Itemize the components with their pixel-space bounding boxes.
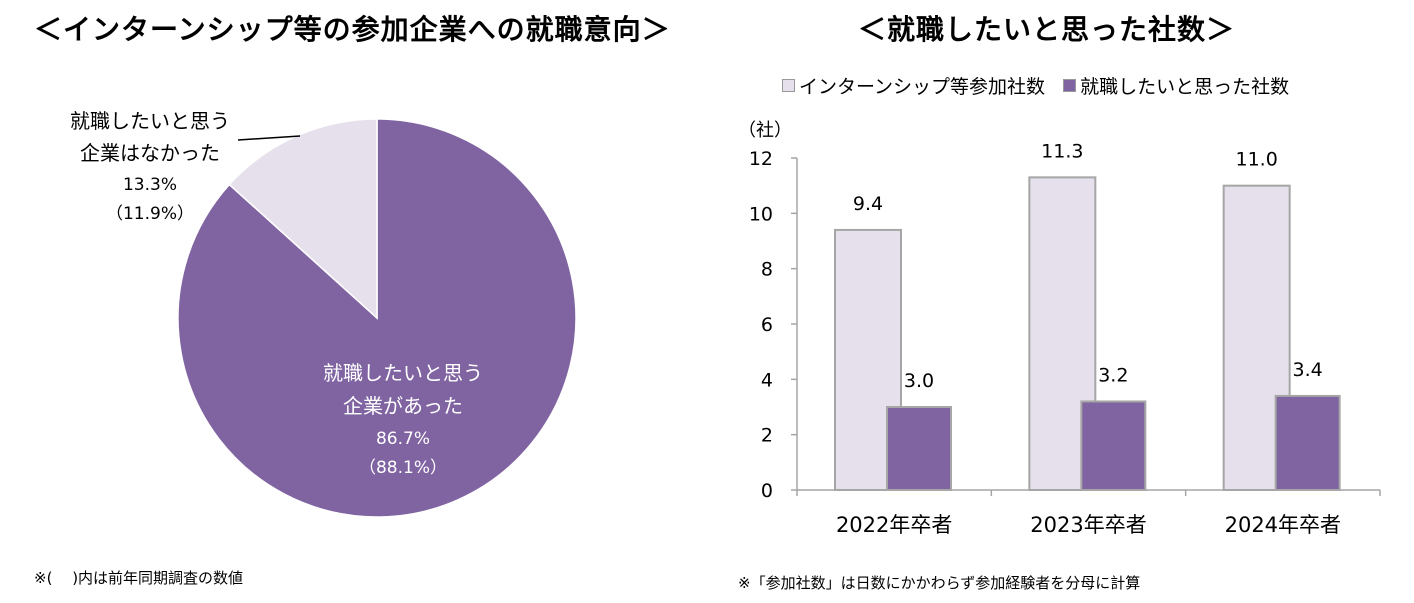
x-tick-label: 2022年卒者 bbox=[836, 513, 952, 537]
x-tick-label: 2023年卒者 bbox=[1030, 513, 1146, 537]
pie-footnote: ※( )内は前年同期調査の数値 bbox=[34, 569, 244, 587]
bar-wanted bbox=[886, 406, 952, 491]
pie-value-yes: 86.7% bbox=[376, 429, 430, 449]
y-tick-label: 12 bbox=[749, 148, 773, 170]
pie-prev-no: （11.9%） bbox=[106, 204, 194, 224]
y-tick-label: 8 bbox=[761, 259, 773, 281]
bar-chart-legend: インターンシップ等参加社数 就職したいと思った社数 bbox=[782, 72, 1307, 99]
pie-label-yes-line1: 就職したいと思う bbox=[323, 361, 483, 385]
pie-leader-line bbox=[237, 135, 301, 141]
pie-label-no-line1: 就職したいと思う bbox=[70, 109, 230, 133]
pie-prev-yes: （88.1%） bbox=[359, 458, 447, 478]
data-label-participated: 9.4 bbox=[853, 193, 883, 215]
pie-chart-title: ＜インターンシップ等の参加企業への就職意向＞ bbox=[34, 13, 671, 46]
bar-wanted bbox=[1080, 400, 1147, 492]
legend-item-participated: インターンシップ等参加社数 bbox=[782, 72, 1045, 99]
legend-swatch-participated bbox=[782, 79, 795, 92]
legend-item-wanted: 就職したいと思った社数 bbox=[1063, 72, 1289, 99]
pie-label-no-line2: 企業はなかった bbox=[80, 141, 220, 165]
data-label-wanted: 3.4 bbox=[1293, 359, 1323, 381]
y-tick-label: 2 bbox=[761, 425, 773, 447]
legend-label-wanted: 就職したいと思った社数 bbox=[1080, 76, 1290, 98]
y-tick-label: 6 bbox=[761, 314, 773, 336]
bar-footnote: ※「参加社数」は日数にかかわらず参加経験者を分母に計算 bbox=[738, 574, 1141, 592]
y-tick-label: 10 bbox=[749, 203, 773, 225]
legend-label-participated: インターンシップ等参加社数 bbox=[799, 76, 1046, 98]
y-axis-label: （社） bbox=[738, 120, 792, 141]
pie-label-yes-line2: 企業があった bbox=[343, 394, 463, 418]
x-tick-label: 2024年卒者 bbox=[1225, 513, 1341, 537]
bar-chart-title: ＜就職したいと思った社数＞ bbox=[858, 13, 1236, 46]
data-label-wanted: 3.2 bbox=[1098, 364, 1128, 386]
data-label-participated: 11.3 bbox=[1041, 140, 1083, 162]
pie-value-no: 13.3% bbox=[123, 175, 177, 195]
bar-wanted bbox=[1274, 394, 1341, 491]
data-label-wanted: 3.0 bbox=[904, 370, 934, 392]
legend-swatch-wanted bbox=[1063, 79, 1077, 92]
y-tick-label: 0 bbox=[761, 480, 773, 502]
pie-chart: 就職したいと思う企業があった86.7%（88.1%）就職したいと思う企業はなかっ… bbox=[70, 109, 577, 518]
y-tick-label: 4 bbox=[761, 369, 773, 391]
bar-chart: （社） 0 2 4 6 8 10 12 2022年卒者 9.4 3.0 2023年卒者 11.3 3.2 2… bbox=[738, 120, 1381, 537]
data-label-participated: 11.0 bbox=[1236, 149, 1278, 171]
